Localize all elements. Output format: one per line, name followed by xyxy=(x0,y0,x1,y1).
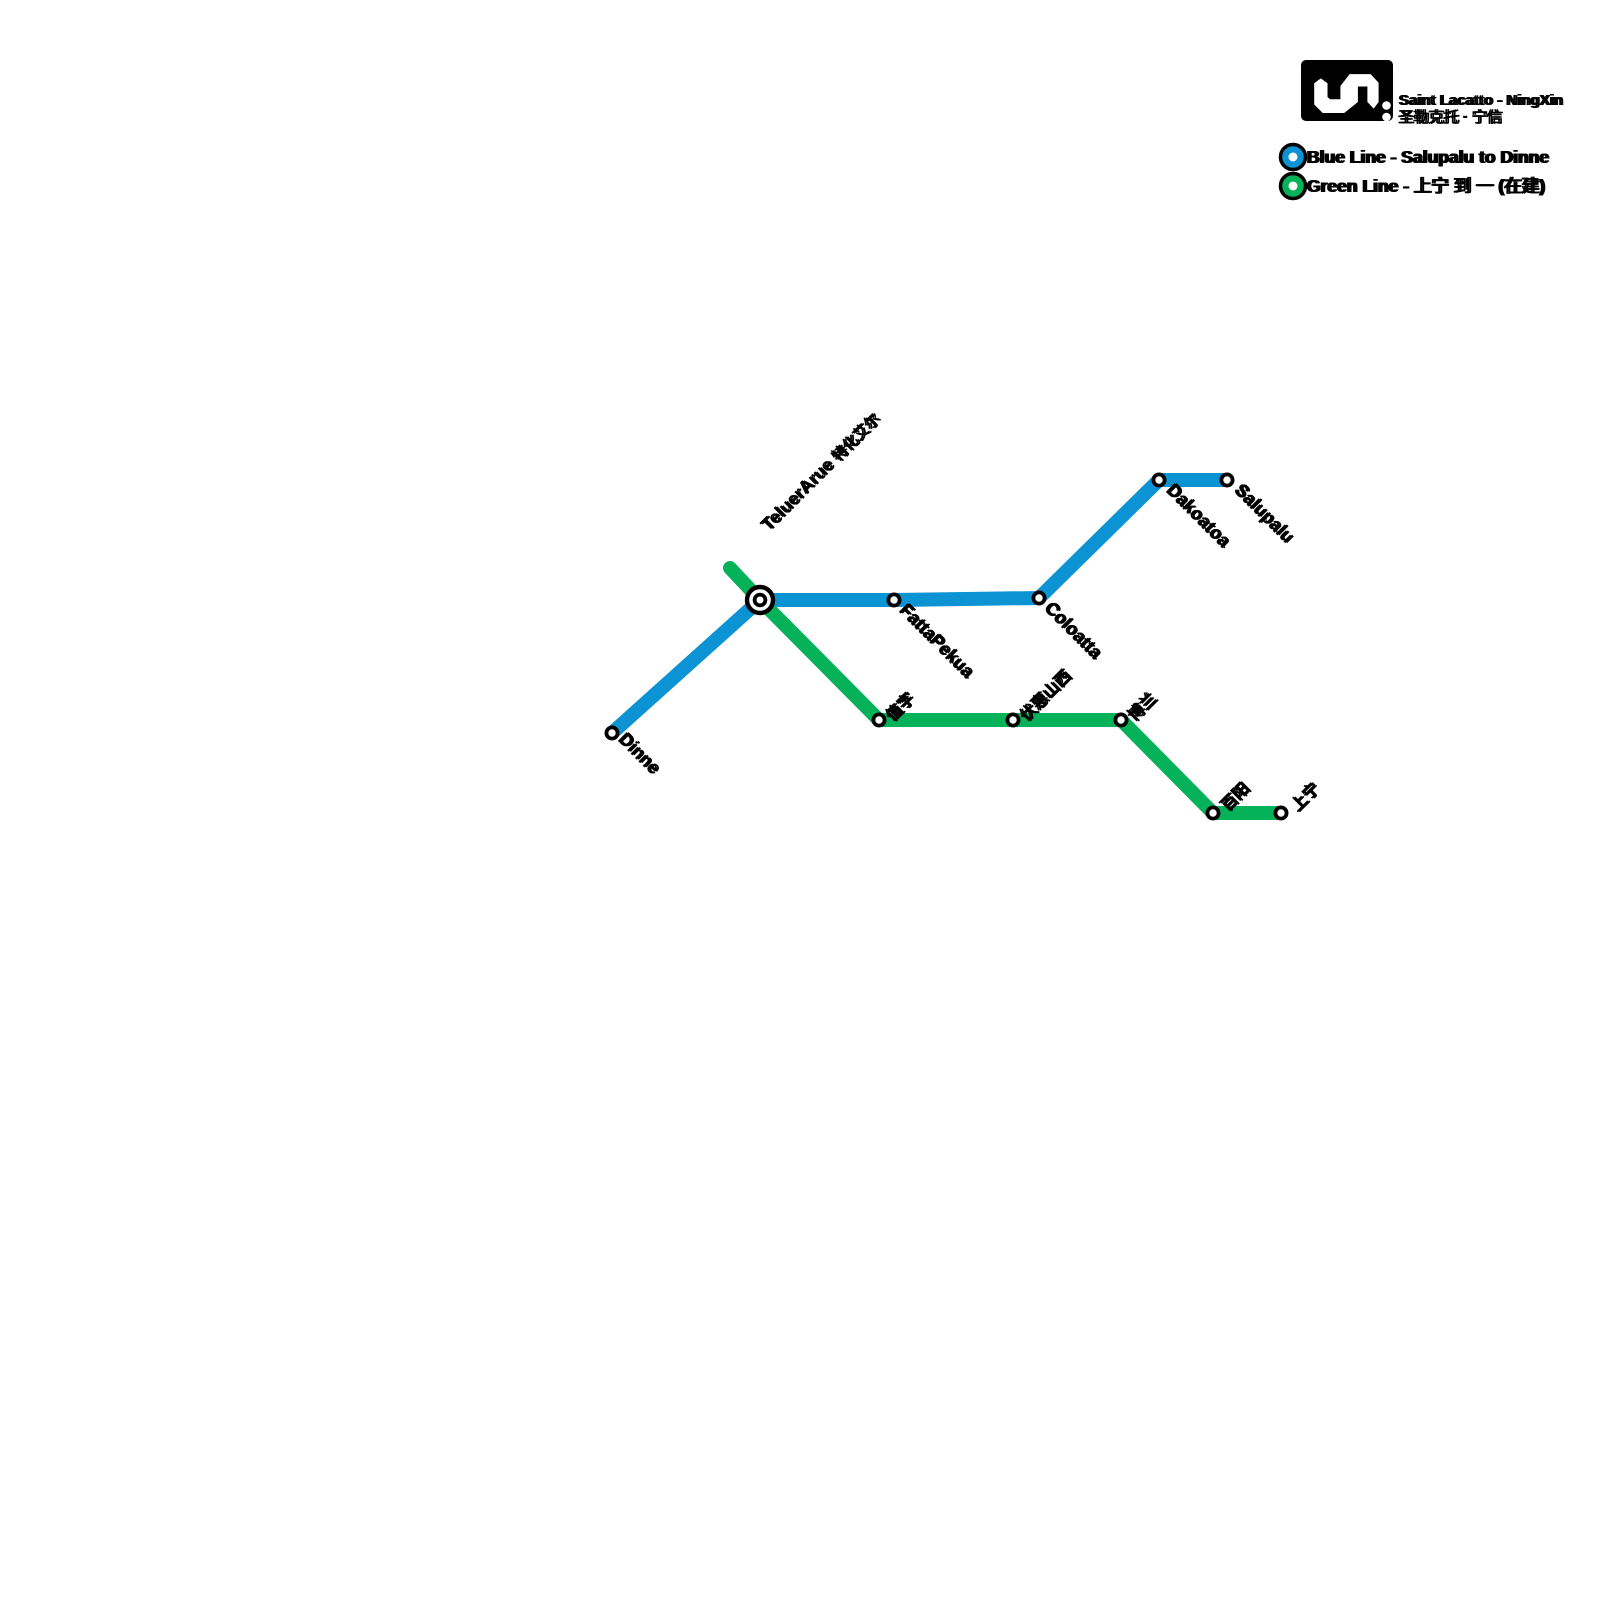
svg-text:Green Line - 上宁 到 一 (在建): Green Line - 上宁 到 一 (在建) xyxy=(1306,176,1544,196)
svg-text:Blue Line - Salupalu to Dinne: Blue Line - Salupalu to Dinne xyxy=(1306,147,1548,167)
svg-text:Salupalu: Salupalu xyxy=(1230,480,1297,547)
svg-text:圣勒克托 · 宁信: 圣勒克托 · 宁信 xyxy=(1397,108,1501,126)
svg-text:Coloatta: Coloatta xyxy=(1040,598,1106,664)
svg-text:FattaPekua: FattaPekua xyxy=(895,600,978,683)
svg-text:上宁: 上宁 xyxy=(1286,779,1322,815)
svg-text:Saint Lacatto - NingXin: Saint Lacatto - NingXin xyxy=(1398,92,1562,109)
svg-text:TeluerArue 特化艾尔: TeluerArue 特化艾尔 xyxy=(757,408,883,534)
svg-text:Dakoatoa: Dakoatoa xyxy=(1162,480,1234,552)
svg-text:Dinne: Dinne xyxy=(614,729,664,779)
